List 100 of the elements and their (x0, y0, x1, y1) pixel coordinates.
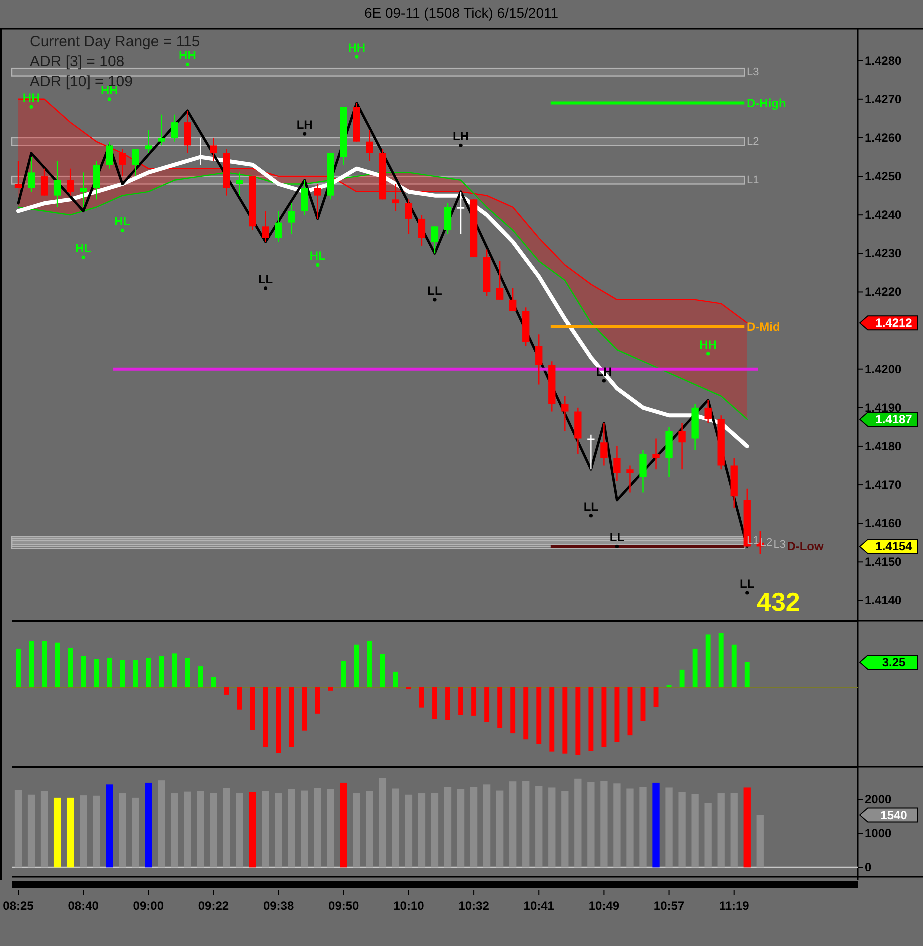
candlestick (288, 202, 296, 235)
candlestick (405, 199, 413, 235)
bar (81, 656, 86, 688)
point (120, 228, 124, 232)
bar (106, 784, 114, 868)
bar (301, 790, 308, 868)
band-label: L3 (747, 66, 760, 78)
candlestick (652, 438, 660, 470)
x-tick-label: 09:00 (133, 899, 164, 913)
bar (341, 661, 346, 688)
candlestick (66, 168, 74, 196)
data-label: LL (428, 284, 442, 298)
chart-title: 6E 09-11 (1508 Tick) 6/15/2011 (364, 5, 559, 21)
y-tick-label: 1.4260 (865, 130, 902, 145)
bar (652, 782, 660, 868)
bar (470, 787, 478, 868)
candlestick (314, 184, 322, 220)
x-tick-label: 10:49 (588, 899, 620, 913)
y-tick-label: 1.4170 (865, 478, 902, 492)
candlestick (106, 141, 114, 170)
data-label: LL (258, 272, 274, 286)
bar (236, 794, 244, 868)
bar (353, 794, 360, 868)
bar (172, 654, 178, 688)
bar (120, 660, 126, 688)
y-tick-label: 1000 (865, 826, 892, 841)
text: 1.4154 (876, 540, 913, 554)
candlestick (626, 465, 634, 494)
candlestick (510, 288, 517, 312)
y-tick-label: 1.4160 (865, 516, 902, 531)
candlestick (171, 114, 178, 142)
bar (93, 796, 100, 868)
y-tick-label: 2000 (865, 792, 892, 807)
data-label: LH (596, 364, 612, 379)
text: 3.25 (882, 655, 906, 670)
bar (275, 794, 282, 868)
annotation: 432 (757, 587, 800, 617)
annotation: ADR [3] = 108 (30, 54, 125, 70)
bar (146, 658, 152, 688)
bar (588, 782, 595, 868)
bar (446, 688, 450, 720)
bar (510, 688, 516, 734)
bar (444, 787, 452, 868)
bar (628, 688, 633, 736)
bar (54, 798, 62, 868)
bar (68, 648, 74, 688)
point (602, 379, 606, 383)
candlestick (366, 130, 374, 162)
candlestick (210, 137, 218, 162)
bar (680, 670, 685, 688)
point (108, 98, 112, 102)
bar (198, 666, 204, 688)
bar (574, 778, 582, 868)
bar (133, 660, 138, 688)
x-tick-label: 10:41 (524, 899, 555, 913)
bar (405, 794, 413, 868)
bar (224, 688, 230, 695)
candlestick (457, 191, 465, 235)
y-tick-label: 1.4140 (865, 594, 902, 608)
bar (80, 796, 88, 868)
bar (289, 688, 294, 748)
bar (223, 788, 230, 868)
band-label: L2 (747, 136, 760, 148)
bar (718, 794, 725, 868)
candlestick (444, 202, 452, 235)
bar (145, 782, 152, 868)
ref-line-label: D-High (747, 96, 786, 110)
ref-line-label: D-Low (787, 540, 825, 554)
candlestick (496, 260, 504, 301)
candlestick (614, 446, 621, 482)
candlestick (28, 156, 36, 193)
bar (640, 787, 647, 868)
bar (263, 688, 268, 748)
bar (132, 798, 140, 868)
x-tick-label: 10:57 (654, 899, 685, 913)
x-tick-label: 08:25 (3, 899, 34, 913)
point (355, 55, 359, 59)
bar (66, 798, 74, 868)
candlestick (392, 184, 400, 212)
bar (457, 789, 465, 868)
data-label: LL (610, 530, 625, 545)
point (82, 256, 86, 260)
line-series (18, 172, 748, 420)
x-tick-label: 09:22 (198, 899, 230, 913)
bar (732, 644, 737, 688)
candlestick (145, 130, 152, 154)
bar (327, 789, 334, 868)
bar (392, 788, 400, 868)
candlestick (93, 160, 100, 200)
bar (393, 672, 398, 688)
bar (600, 781, 608, 868)
bar (94, 659, 100, 688)
data-label: LL (584, 500, 599, 514)
bar (249, 792, 256, 868)
bar (550, 688, 555, 752)
y-tick-label: 1.4150 (865, 555, 902, 570)
x-tick-label: 10:32 (458, 899, 490, 913)
bar (29, 642, 34, 688)
candlestick (54, 160, 62, 208)
candlestick (132, 148, 140, 178)
